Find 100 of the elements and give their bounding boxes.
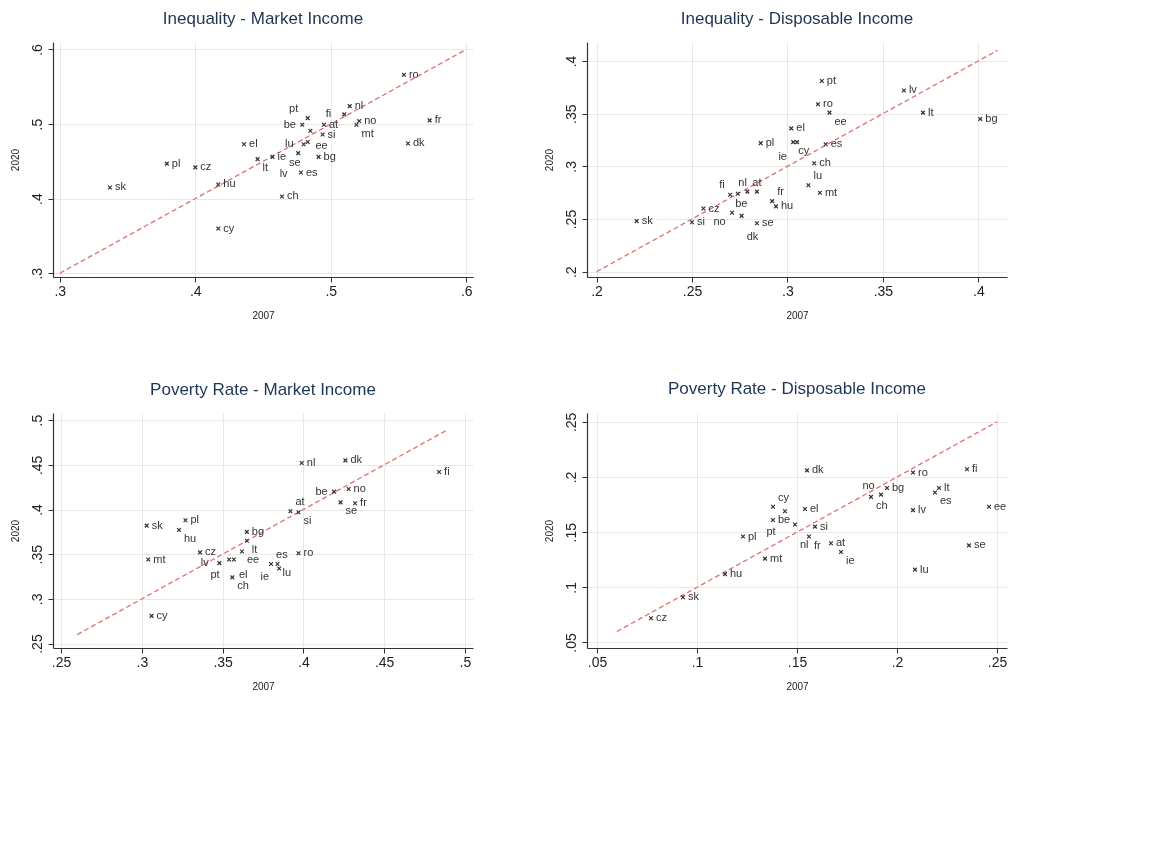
point — [817, 190, 823, 196]
annotation: bg — [985, 111, 998, 124]
point — [828, 540, 834, 546]
annotation: ch — [237, 579, 249, 592]
annotation: pt — [289, 102, 299, 115]
annotation: es — [940, 494, 953, 507]
point — [986, 504, 992, 510]
x-tick-label: .45 — [374, 653, 395, 670]
annotation: be — [283, 117, 296, 130]
annotation: si — [820, 519, 828, 532]
x-tick-label: .1 — [691, 653, 704, 670]
annotation: es — [305, 165, 319, 178]
annotation: be — [778, 513, 791, 526]
annotation: mt — [153, 552, 166, 565]
annotation: fi — [719, 177, 725, 190]
x-tick-label: .05 — [587, 653, 608, 670]
y-tick-label: .2 — [562, 471, 579, 484]
x-tick-label: .15 — [787, 653, 808, 670]
annotation: se — [974, 538, 986, 551]
annotation: si — [697, 215, 705, 228]
point — [296, 550, 302, 556]
annotation: cy — [778, 490, 790, 503]
x-tick-label: .5 — [325, 282, 338, 299]
y-tick-label: .3 — [562, 160, 579, 173]
point — [966, 542, 972, 548]
annotation: no — [713, 214, 726, 227]
x-tick-label: .35 — [873, 282, 894, 299]
point — [182, 517, 188, 523]
annotation: se — [761, 216, 774, 229]
annotation: hu — [781, 199, 794, 212]
point — [331, 489, 337, 495]
annotation: nl — [306, 456, 316, 469]
point — [815, 101, 821, 107]
annotation: hu — [223, 177, 236, 190]
x-tick-label: .4 — [973, 282, 985, 299]
x-tick-label: .4 — [189, 282, 202, 299]
x-tick-label: .25 — [51, 653, 72, 670]
point — [164, 161, 170, 167]
annotation: no — [364, 114, 377, 127]
point — [255, 156, 261, 162]
annotation: lu — [282, 566, 292, 579]
point — [782, 508, 788, 514]
y-axis-title: 2020 — [543, 519, 555, 543]
point — [197, 549, 203, 555]
annotation: fi — [444, 464, 450, 477]
annotation: mt — [361, 126, 374, 139]
y-tick-label: .3 — [28, 267, 45, 280]
annotation: el — [249, 137, 258, 150]
point — [739, 213, 745, 219]
point — [241, 141, 247, 147]
annotation: pt — [766, 525, 776, 538]
annotation: cz — [708, 201, 720, 214]
annotation: be — [735, 196, 748, 209]
annotation: fi — [972, 462, 978, 475]
y-tick-label: .25 — [28, 634, 45, 654]
annotation: pl — [190, 513, 200, 526]
point — [287, 508, 293, 514]
point — [144, 523, 150, 529]
point — [299, 460, 305, 466]
annotation: cz — [205, 545, 216, 558]
point — [298, 170, 304, 176]
annotation: ee — [994, 499, 1007, 512]
annotation: ie — [277, 149, 287, 162]
annotation: hu — [184, 532, 197, 545]
annotation: bg — [323, 149, 336, 162]
annotation: lt — [944, 481, 950, 494]
annotation: no — [353, 481, 366, 494]
point — [354, 122, 359, 128]
annotation: lt — [928, 105, 934, 118]
y-tick-label: .4 — [28, 503, 45, 516]
point — [107, 185, 113, 190]
y-axis-title: 2020 — [9, 519, 21, 543]
annotation: sk — [151, 518, 164, 531]
annotation: nl — [800, 538, 809, 551]
y-tick-label: .45 — [28, 455, 45, 476]
point — [215, 182, 221, 187]
point — [964, 466, 970, 472]
y-axis-title: 2020 — [543, 148, 555, 172]
point — [823, 141, 829, 147]
annotation: si — [327, 127, 336, 140]
x-tick-label: .5 — [459, 653, 472, 670]
x-tick-label: .25 — [987, 653, 1008, 670]
annotation: cz — [200, 160, 212, 173]
point — [819, 78, 825, 84]
point — [301, 141, 307, 147]
point — [296, 509, 302, 515]
point — [729, 210, 735, 216]
x-tick-label: .3 — [782, 282, 794, 299]
annotation: fr — [777, 185, 785, 198]
annotation: ie — [778, 150, 787, 163]
point — [792, 521, 798, 527]
annotation: cy — [223, 221, 235, 234]
annotation: lv — [908, 83, 918, 96]
point — [356, 118, 362, 124]
y-tick-label: .4 — [562, 55, 579, 68]
x-tick-label: .3 — [54, 282, 67, 299]
annotation: ee — [247, 553, 260, 566]
point — [299, 122, 305, 128]
x-tick-label: .4 — [298, 653, 310, 670]
point — [740, 534, 746, 540]
